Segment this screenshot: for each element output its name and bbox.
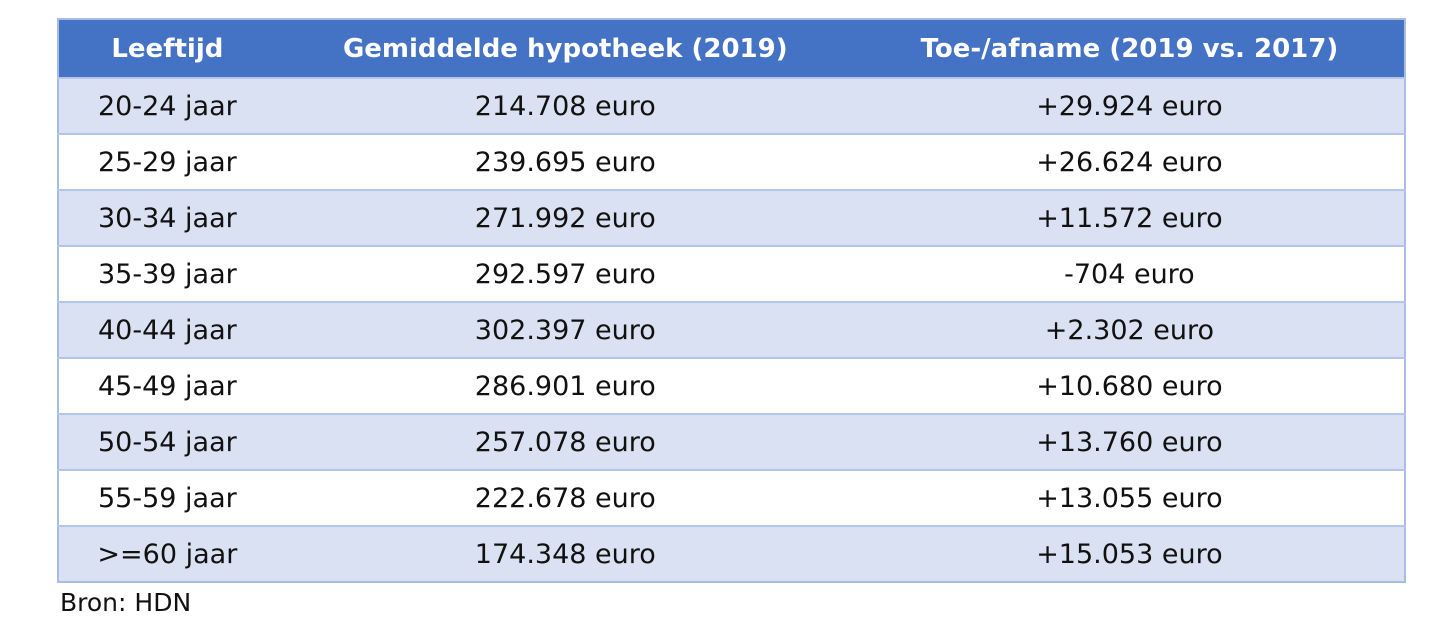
table-cell: +13.055 euro	[854, 469, 1405, 526]
column-header: Leeftijd	[58, 19, 276, 78]
table-row: 40-44 jaar 302.397 euro +2.302 euro	[58, 301, 1405, 358]
table-cell: 292.597 euro	[275, 245, 855, 302]
table-row: 20-24 jaar 214.708 euro +29.924 euro	[58, 77, 1405, 134]
table-cell: 35-39 jaar	[58, 245, 276, 302]
source-note: Bron: HDN	[60, 588, 192, 617]
table-row: 50-54 jaar 257.078 euro +13.760 euro	[58, 413, 1405, 470]
table-cell: -704 euro	[854, 245, 1405, 302]
table-cell: 174.348 euro	[275, 525, 855, 582]
table-row: >=60 jaar 174.348 euro +15.053 euro	[58, 525, 1405, 582]
column-header: Toe-/afname (2019 vs. 2017)	[854, 19, 1405, 78]
table-cell: 286.901 euro	[275, 357, 855, 414]
table-cell: 214.708 euro	[275, 77, 855, 134]
table-cell: 302.397 euro	[275, 301, 855, 358]
table-row: 30-34 jaar 271.992 euro +11.572 euro	[58, 189, 1405, 246]
table-cell: 222.678 euro	[275, 469, 855, 526]
table-cell: 50-54 jaar	[58, 413, 276, 470]
table-cell: 30-34 jaar	[58, 189, 276, 246]
table-row: 25-29 jaar 239.695 euro +26.624 euro	[58, 133, 1405, 190]
table-body: 20-24 jaar 214.708 euro +29.924 euro 25-29 …	[58, 77, 1405, 582]
column-header: Gemiddelde hypotheek (2019)	[275, 19, 855, 78]
table-cell: +13.760 euro	[854, 413, 1405, 470]
table-cell: 239.695 euro	[275, 133, 855, 190]
table-cell: 55-59 jaar	[58, 469, 276, 526]
table-cell: 20-24 jaar	[58, 77, 276, 134]
table-cell: +15.053 euro	[854, 525, 1405, 582]
table-cell: >=60 jaar	[58, 525, 276, 582]
table-cell: +29.924 euro	[854, 77, 1405, 134]
table-cell: +2.302 euro	[854, 301, 1405, 358]
table-cell: 25-29 jaar	[58, 133, 276, 190]
table-cell: +11.572 euro	[854, 189, 1405, 246]
table-cell: 45-49 jaar	[58, 357, 276, 414]
table-cell: +26.624 euro	[854, 133, 1405, 190]
table-row: 45-49 jaar 286.901 euro +10.680 euro	[58, 357, 1405, 414]
table-row: 35-39 jaar 292.597 euro -704 euro	[58, 245, 1405, 302]
header-row: Leeftijd Gemiddelde hypotheek (2019) Toe-/…	[58, 19, 1405, 78]
table-cell: 40-44 jaar	[58, 301, 276, 358]
table-cell: 257.078 euro	[275, 413, 855, 470]
table-cell: +10.680 euro	[854, 357, 1405, 414]
mortgage-table: Leeftijd Gemiddelde hypotheek (2019) Toe-/…	[57, 18, 1406, 583]
table-row: 55-59 jaar 222.678 euro +13.055 euro	[58, 469, 1405, 526]
table-cell: 271.992 euro	[275, 189, 855, 246]
